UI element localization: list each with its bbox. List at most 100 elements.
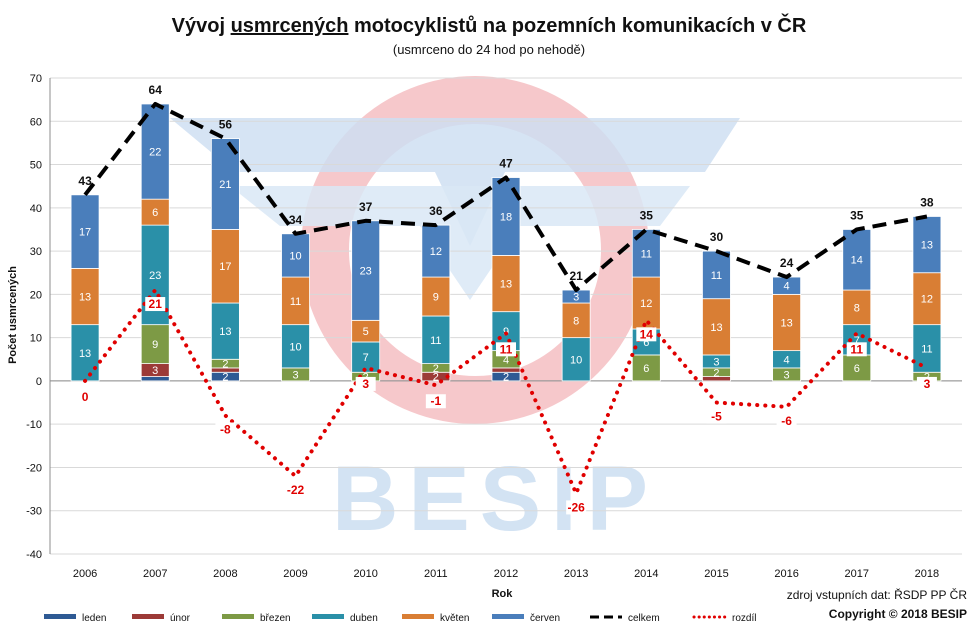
total-data-label: 56 <box>219 118 233 132</box>
bar-segment <box>912 216 942 274</box>
total-data-label: 21 <box>569 269 583 283</box>
x-tick-label: 2014 <box>634 568 658 580</box>
bar-segment <box>281 276 310 326</box>
stacked-bars <box>70 103 942 382</box>
segment-label: 13 <box>79 348 91 360</box>
segment-label: 4 <box>503 354 509 366</box>
series-lines <box>83 101 929 496</box>
segment-label: 14 <box>851 255 863 267</box>
chart-title-suffix: motocyklistů na pozemních komunikacích v… <box>348 13 806 37</box>
difference-label-background <box>75 389 96 404</box>
difference-data-label: -22 <box>287 483 305 497</box>
legend-label: květen <box>440 613 469 624</box>
watermark-text: BESIP <box>332 448 658 550</box>
total-data-label: 35 <box>640 208 654 222</box>
x-tick-label: 2016 <box>774 568 798 580</box>
bar-segment <box>281 233 310 278</box>
segment-label: 10 <box>289 341 301 353</box>
total-data-label: 30 <box>710 230 724 244</box>
watermark-wings-inner <box>230 186 690 300</box>
y-tick-label: 0 <box>36 376 42 388</box>
segment-label: 7 <box>363 352 369 364</box>
bar-segment <box>702 298 731 356</box>
difference-label-background <box>496 342 516 357</box>
difference-label-background <box>145 297 166 312</box>
chart-title-prefix: Vývoj <box>172 15 231 37</box>
legend-swatch <box>402 614 434 619</box>
difference-label-background <box>636 327 657 342</box>
segment-label: 3 <box>152 365 158 377</box>
difference-data-label: 21 <box>149 297 163 311</box>
y-axis-ticks: -40 -30 -20 -10 0 10 20 30 40 50 60 70 <box>26 73 42 561</box>
segment-label: 12 <box>640 298 652 310</box>
segment-label: 12 <box>921 294 933 306</box>
x-tick-label: 2011 <box>424 568 448 580</box>
segment-label: 13 <box>780 317 792 329</box>
difference-label-background <box>706 409 727 424</box>
segment-label: 10 <box>570 354 582 366</box>
copyright-note: Copyright © 2018 BESIP <box>829 607 967 621</box>
legend-label: březen <box>260 613 291 624</box>
y-tick-label: -10 <box>26 419 42 431</box>
segment-label: 13 <box>219 326 231 338</box>
segment-label: 9 <box>433 292 439 304</box>
bar-segment <box>281 324 310 369</box>
legend-swatch <box>312 614 344 619</box>
segment-label: 6 <box>854 363 860 375</box>
segment-label: 11 <box>641 248 652 260</box>
x-tick-label: 2012 <box>494 568 518 580</box>
bar-segment <box>912 272 942 326</box>
segment-label: 2 <box>433 363 439 375</box>
chart-title: Vývoj usmrcených motocyklistů na pozemní… <box>172 13 807 37</box>
difference-label-background <box>846 342 867 357</box>
segment-label: 4 <box>784 281 790 293</box>
segment-label: 3 <box>292 369 298 381</box>
segment-label: 22 <box>149 147 161 159</box>
legend-label: leden <box>82 613 106 624</box>
segment-label: 11 <box>921 343 932 355</box>
bar-segment <box>140 324 170 364</box>
difference-label-background <box>776 413 797 428</box>
x-tick-label: 2008 <box>213 568 237 580</box>
x-tick-label: 2007 <box>143 568 167 580</box>
legend-swatch <box>492 614 524 619</box>
legend-label: rozdíl <box>732 613 756 624</box>
x-axis-title: Rok <box>492 588 514 600</box>
bar-segment <box>491 255 521 313</box>
segment-label: 23 <box>360 266 372 278</box>
y-tick-label: 60 <box>30 116 42 128</box>
bar-segment <box>210 302 240 360</box>
besip-watermark-logo: BESIP <box>170 76 740 550</box>
segment-label: 2 <box>713 367 719 379</box>
bar-segment <box>351 220 381 321</box>
segment-label: 21 <box>219 179 231 191</box>
difference-label-background <box>285 483 306 498</box>
chart-subtitle: (usmrceno do 24 hod po nehodě) <box>393 42 585 57</box>
difference-data-label: -5 <box>711 410 722 424</box>
difference-data-label: 3 <box>362 377 369 391</box>
total-data-label: 34 <box>289 213 303 227</box>
segment-label: 2 <box>433 372 439 384</box>
legend-swatch <box>44 614 76 619</box>
bar-segment <box>210 229 240 304</box>
legend-label: celkem <box>628 613 660 624</box>
segment-label: 13 <box>921 240 933 252</box>
segment-label: 17 <box>219 261 231 273</box>
segment-label: 11 <box>711 270 722 282</box>
y-tick-label: -30 <box>26 506 42 518</box>
x-axis-ticks: 2006 2007 2008 2009 2010 2011 2012 2013 2014 2015… <box>73 568 939 580</box>
segment-label: 13 <box>500 279 512 291</box>
x-tick-label: 2013 <box>564 568 588 580</box>
bar-segment <box>842 289 872 326</box>
total-data-label: 36 <box>429 204 443 218</box>
bar-segment <box>140 376 170 382</box>
total-data-label: 47 <box>499 157 513 171</box>
difference-label-background <box>425 394 446 409</box>
legend-label: duben <box>350 613 378 624</box>
total-data-label: 43 <box>78 174 92 188</box>
bar-segment <box>421 224 451 278</box>
segment-label: 2 <box>222 372 228 384</box>
total-data-label: 38 <box>920 195 934 209</box>
bar-segment <box>140 198 170 226</box>
bar-segment <box>70 267 100 326</box>
